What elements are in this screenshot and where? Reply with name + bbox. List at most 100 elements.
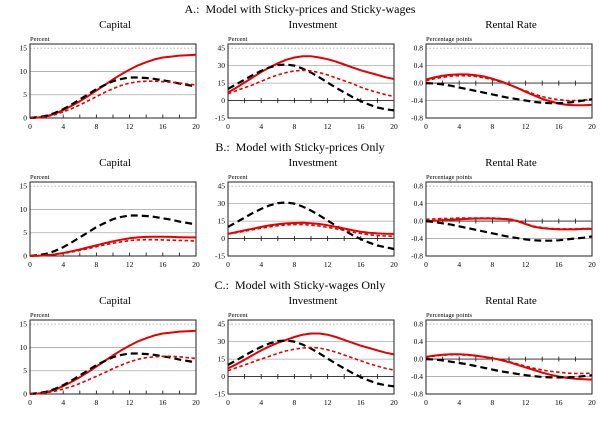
- svg-text:10: 10: [20, 67, 28, 76]
- svg-text:Percent: Percent: [228, 312, 248, 319]
- svg-text:20: 20: [192, 398, 200, 407]
- chart-svg-b-rental: Percentage points -0.8 -0.4 0.0 0.4 0.8 0 4 8 12 1…: [411, 174, 596, 269]
- svg-text:-15: -15: [215, 113, 225, 122]
- panel-title: Capital: [99, 157, 131, 169]
- svg-text:5: 5: [23, 366, 27, 375]
- panel-title: Rental Rate: [485, 295, 537, 307]
- svg-text:0: 0: [221, 372, 225, 381]
- svg-text:0.4: 0.4: [414, 61, 424, 70]
- svg-text:0: 0: [23, 389, 27, 398]
- svg-text:4: 4: [259, 260, 263, 269]
- svg-text:Percent: Percent: [30, 312, 50, 319]
- svg-text:15: 15: [20, 319, 28, 328]
- chart-svg-b-capital: Percent 0 5 10 15 0 4 8 12 16 20: [20, 174, 201, 269]
- svg-text:15: 15: [20, 181, 28, 190]
- section-a-panels-row: Capital Percent 0 5 10 15 0 4 8 12 16 20 Investmen…: [0, 19, 600, 138]
- svg-text:30: 30: [218, 199, 226, 208]
- panel-title: Investment: [288, 295, 338, 307]
- svg-text:-0.8: -0.8: [411, 251, 423, 260]
- svg-text:4: 4: [61, 122, 65, 131]
- chart-panel-c-investment: Investment Percent -15 0 15 30 45 0 4 8 12 16 20: [202, 295, 398, 414]
- panel-title: Rental Rate: [485, 157, 537, 169]
- svg-text:45: 45: [218, 181, 226, 190]
- svg-text:0.8: 0.8: [414, 181, 424, 190]
- svg-text:12: 12: [324, 260, 332, 269]
- svg-text:10: 10: [20, 343, 28, 352]
- svg-text:0.8: 0.8: [414, 319, 424, 328]
- chart-panel-a-investment: Investment Percent -15 0 15 30 45 0 4 8 12 16 20: [202, 19, 398, 138]
- section-a: A.: Model with Sticky-prices and Sticky-…: [0, 2, 600, 138]
- svg-text:0: 0: [28, 398, 32, 407]
- svg-text:12: 12: [522, 122, 530, 131]
- svg-text:8: 8: [95, 398, 99, 407]
- section-b-title: B.: Model with Sticky-prices Only: [215, 140, 385, 154]
- panel-title: Investment: [288, 19, 338, 31]
- svg-text:4: 4: [259, 398, 263, 407]
- svg-text:30: 30: [218, 61, 226, 70]
- svg-text:20: 20: [390, 122, 398, 131]
- svg-text:16: 16: [159, 122, 167, 131]
- panel-title: Investment: [288, 157, 338, 169]
- chart-svg-c-rental: Percentage points -0.8 -0.4 0.0 0.4 0.8 0 4 8 12 1…: [411, 312, 596, 407]
- svg-text:-0.4: -0.4: [411, 96, 423, 105]
- section-b: B.: Model with Sticky-prices Only Capita…: [0, 140, 600, 276]
- svg-text:45: 45: [218, 43, 226, 52]
- chart-svg-a-capital: Percent 0 5 10 15 0 4 8 12 16 20: [20, 36, 201, 131]
- svg-text:4: 4: [457, 122, 461, 131]
- chart-panel-a-capital: Capital Percent 0 5 10 15 0 4 8 12 16 20: [4, 19, 201, 138]
- svg-text:0: 0: [424, 122, 428, 131]
- svg-text:8: 8: [95, 260, 99, 269]
- chart-panel-b-capital: Capital Percent 0 5 10 15 0 4 8 12 16 20: [4, 157, 201, 276]
- svg-text:15: 15: [218, 78, 226, 87]
- svg-text:8: 8: [491, 398, 495, 407]
- svg-text:12: 12: [324, 122, 332, 131]
- svg-text:12: 12: [522, 398, 530, 407]
- svg-text:16: 16: [555, 398, 563, 407]
- svg-text:Percent: Percent: [30, 174, 50, 181]
- svg-text:0.0: 0.0: [414, 78, 424, 87]
- svg-text:-15: -15: [215, 251, 225, 260]
- svg-text:8: 8: [293, 398, 297, 407]
- section-b-panels-row: Capital Percent 0 5 10 15 0 4 8 12 16 20 Investmen…: [0, 157, 600, 276]
- svg-text:16: 16: [159, 260, 167, 269]
- svg-text:4: 4: [61, 260, 65, 269]
- svg-text:0.4: 0.4: [414, 337, 424, 346]
- svg-text:20: 20: [192, 260, 200, 269]
- svg-text:20: 20: [588, 260, 596, 269]
- svg-text:20: 20: [390, 260, 398, 269]
- svg-text:0: 0: [221, 96, 225, 105]
- svg-text:8: 8: [491, 122, 495, 131]
- chart-svg-c-capital: Percent 0 5 10 15 0 4 8 12 16 20: [20, 312, 201, 407]
- svg-text:0: 0: [424, 260, 428, 269]
- svg-text:16: 16: [357, 398, 365, 407]
- chart-panel-c-rental: Rental Rate Percentage points -0.8 -0.4 0.0…: [400, 295, 596, 414]
- svg-text:4: 4: [457, 398, 461, 407]
- svg-text:12: 12: [522, 260, 530, 269]
- chart-svg-a-rental: Percentage points -0.8 -0.4 0.0 0.4 0.8 0 4 8 12 1…: [411, 36, 596, 131]
- section-c-panels-row: Capital Percent 0 5 10 15 0 4 8 12 16 20 Investmen…: [0, 295, 600, 414]
- svg-text:16: 16: [159, 398, 167, 407]
- svg-text:0: 0: [226, 122, 230, 131]
- figure: A.: Model with Sticky-prices and Sticky-…: [0, 2, 600, 414]
- chart-panel-a-rental: Rental Rate Percentage points -0.8 -0.4 0.0…: [400, 19, 596, 138]
- svg-text:5: 5: [23, 228, 27, 237]
- svg-text:4: 4: [259, 122, 263, 131]
- svg-text:12: 12: [126, 122, 134, 131]
- svg-text:15: 15: [218, 216, 226, 225]
- svg-text:16: 16: [357, 260, 365, 269]
- svg-text:0.4: 0.4: [414, 199, 424, 208]
- svg-text:-15: -15: [215, 389, 225, 398]
- svg-text:Percentage points: Percentage points: [426, 174, 472, 181]
- svg-text:0.8: 0.8: [414, 43, 424, 52]
- svg-text:8: 8: [293, 260, 297, 269]
- svg-text:16: 16: [555, 260, 563, 269]
- svg-text:Percentage points: Percentage points: [426, 312, 472, 319]
- svg-text:0: 0: [23, 251, 27, 260]
- svg-text:Percent: Percent: [30, 36, 50, 43]
- svg-text:30: 30: [218, 337, 226, 346]
- svg-text:-0.8: -0.8: [411, 389, 423, 398]
- svg-text:0: 0: [23, 113, 27, 122]
- svg-text:20: 20: [390, 398, 398, 407]
